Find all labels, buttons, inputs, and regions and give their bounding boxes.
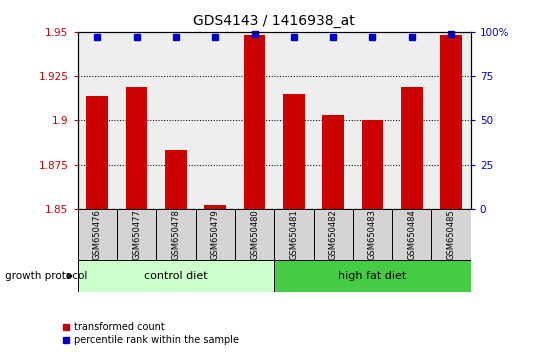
Bar [440,35,462,209]
Text: GSM650479: GSM650479 [211,209,220,260]
Bar [353,209,392,260]
Title: GDS4143 / 1416938_at: GDS4143 / 1416938_at [193,14,355,28]
Bar [244,35,265,209]
Text: GSM650481: GSM650481 [289,209,299,260]
Bar [274,209,314,260]
Text: growth protocol: growth protocol [5,271,88,281]
Text: control diet: control diet [144,271,208,281]
Bar [156,209,196,260]
Legend: transformed count, percentile rank within the sample: transformed count, percentile rank withi… [58,319,243,349]
Text: GSM650477: GSM650477 [132,209,141,260]
Bar [235,209,274,260]
Bar [274,260,471,292]
Text: GSM650478: GSM650478 [171,209,180,260]
Bar [78,209,117,260]
Bar [165,150,187,209]
Text: high fat diet: high fat diet [338,271,407,281]
Bar [314,209,353,260]
Bar [78,260,274,292]
Text: GSM650482: GSM650482 [328,209,338,260]
Bar [117,209,156,260]
Bar [392,209,432,260]
Bar [362,120,383,209]
Text: GSM650484: GSM650484 [407,209,416,260]
Bar [204,205,226,209]
Bar [196,209,235,260]
Bar [126,87,147,209]
Text: GSM650476: GSM650476 [93,209,102,260]
Bar [323,115,344,209]
Text: GSM650483: GSM650483 [368,209,377,260]
Bar [401,87,423,209]
Text: GSM650485: GSM650485 [447,209,456,260]
Bar [87,96,108,209]
Text: GSM650480: GSM650480 [250,209,259,260]
Bar [432,209,471,260]
Bar [283,94,304,209]
